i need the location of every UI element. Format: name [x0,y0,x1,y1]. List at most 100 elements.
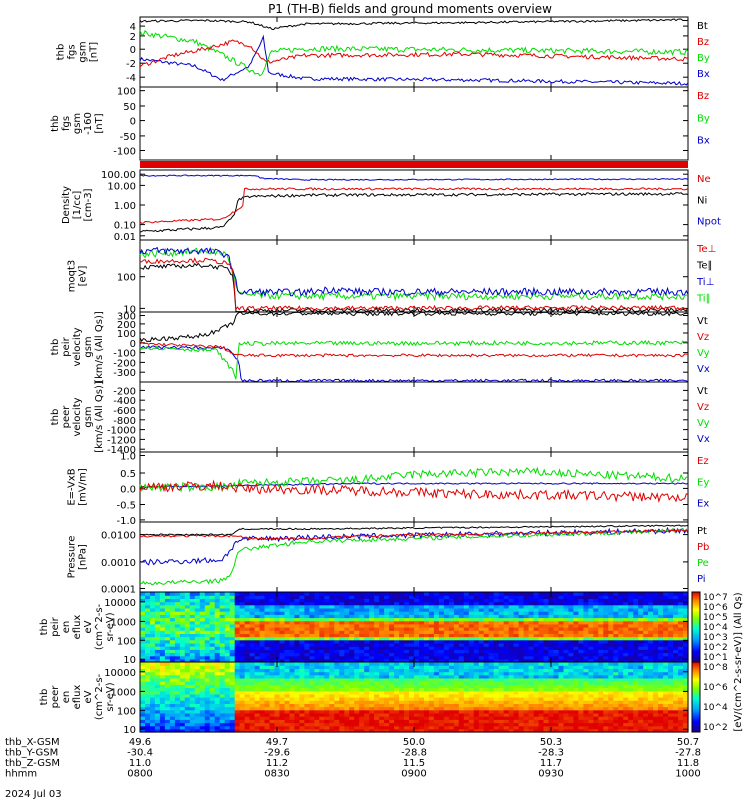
heatmap-cell [424,681,430,685]
heatmap-cell [299,658,305,663]
heatmap-cell [224,690,231,695]
heatmap-cell [234,642,241,647]
heatmap-cell [329,681,335,685]
heatmap-cell [249,633,256,638]
heatmap-cell [518,655,525,660]
heatmap-cell [219,716,226,720]
heatmap-cell [513,630,520,634]
heatmap-cell [478,642,485,647]
heatmap-cell [578,712,584,717]
heatmap-cell [244,595,251,599]
heatmap-cell [334,662,340,666]
heatmap-cell [249,712,256,717]
heatmap-cell [414,716,420,720]
heatmap-cell [633,642,639,647]
heatmap-cell [359,716,365,720]
heatmap-cell [244,646,251,650]
heatmap-cell [199,722,206,727]
heatmap-cell [224,652,231,657]
heatmap-cell [543,598,550,603]
heatmap-cell [518,671,525,676]
heatmap-cell [324,658,330,663]
heatmap-cell [264,592,271,596]
heatmap-cell [548,700,555,704]
heatmap-cell [314,700,320,704]
heatmap-cell [224,592,231,596]
heatmap-cell [284,725,291,730]
heatmap-cell [598,697,604,701]
heatmap-cell [164,700,171,704]
heatmap-cell [389,592,395,596]
heatmap-cell [359,690,365,695]
heatmap-cell [573,681,579,685]
heatmap-cell [384,604,390,609]
heatmap-cell [538,706,545,711]
heatmap-cell [643,630,649,634]
heatmap-cell [194,604,201,609]
heatmap-cell [389,658,395,663]
heatmap-cell [508,706,515,711]
heatmap-cell [478,614,485,619]
heatmap-cell [488,674,495,679]
heatmap-cell [648,658,654,663]
heatmap-cell [284,636,291,641]
heatmap-cell [603,662,609,666]
heatmap-cell [389,639,395,644]
heatmap-cell [314,607,320,612]
heatmap-cell [359,639,365,644]
heatmap-cell [483,687,490,692]
heatmap-cell [563,703,570,708]
heatmap-cell [473,674,480,679]
panel-frame [139,239,689,313]
heatmap-cell [384,655,390,660]
heatmap-cell [583,620,589,625]
heatmap-cell [319,722,325,727]
heatmap-cell [424,677,430,682]
heatmap-cell [558,703,565,708]
heatmap-cell [473,642,480,647]
heatmap-cell [533,697,540,701]
heatmap-cell [199,639,206,644]
heatmap-cell [239,690,246,695]
heatmap-cell [339,706,345,711]
heatmap-cell [518,633,525,638]
heatmap-cell [563,722,570,727]
heatmap-cell [194,690,201,695]
heatmap-cell [174,658,181,663]
heatmap-cell [653,620,659,625]
heatmap-cell [359,601,365,606]
heatmap-cell [289,652,296,657]
heatmap-cell [653,617,659,622]
heatmap-cell [523,652,530,657]
heatmap-cell [638,719,644,724]
heatmap-cell [224,658,231,663]
heatmap-cell [628,592,634,596]
heatmap-cell [234,728,241,733]
heatmap-cell [603,658,609,663]
heatmap-cell [140,598,146,603]
heatmap-cell [553,646,560,650]
heatmap-cell [528,633,535,638]
heatmap-cell [309,687,315,692]
heatmap-cell [299,693,305,698]
heatmap-cell [239,709,246,714]
heatmap-cell [458,604,465,609]
heatmap-cell [174,639,181,644]
heatmap-cell [683,620,689,625]
heatmap-cell [409,614,415,619]
heatmap-cell [458,611,465,615]
heatmap-cell [588,722,594,727]
heatmap-cell [593,662,599,666]
heatmap-cell [613,611,619,615]
heatmap-cell [493,693,500,698]
heatmap-cell [199,662,206,666]
heatmap-cell [508,700,515,704]
heatmap-cell [349,693,355,698]
heatmap-cell [583,677,589,682]
heatmap-cell [399,652,405,657]
heatmap-cell [354,598,360,603]
heatmap-cell [304,706,310,711]
heatmap-cell [573,633,579,638]
heatmap-cell [164,671,171,676]
